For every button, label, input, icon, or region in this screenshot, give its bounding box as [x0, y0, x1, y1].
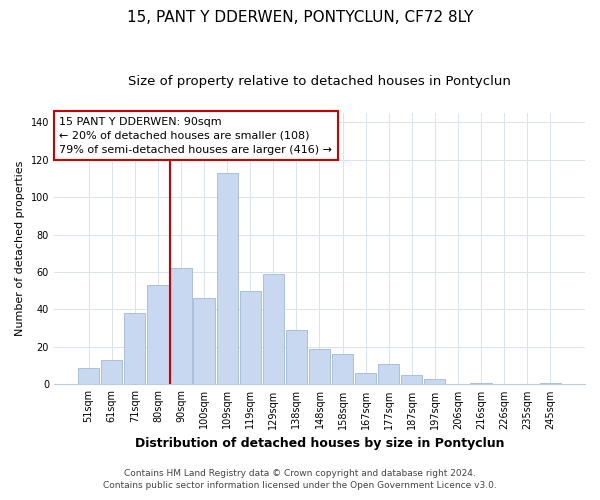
Bar	[239, 291, 261, 384]
X-axis label: Distribution of detached houses by size in Pontyclun: Distribution of detached houses by size …	[135, 437, 504, 450]
Bar	[124, 313, 145, 384]
Bar	[193, 298, 215, 384]
Bar	[78, 368, 99, 384]
Bar	[424, 379, 445, 384]
Bar	[101, 360, 122, 384]
Bar	[263, 274, 284, 384]
Bar	[401, 375, 422, 384]
Bar	[378, 364, 400, 384]
Bar	[539, 382, 561, 384]
Bar	[217, 172, 238, 384]
Bar	[170, 268, 191, 384]
Bar	[332, 354, 353, 384]
Text: 15, PANT Y DDERWEN, PONTYCLUN, CF72 8LY: 15, PANT Y DDERWEN, PONTYCLUN, CF72 8LY	[127, 10, 473, 25]
Bar	[470, 382, 491, 384]
Text: Contains HM Land Registry data © Crown copyright and database right 2024.
Contai: Contains HM Land Registry data © Crown c…	[103, 468, 497, 490]
Y-axis label: Number of detached properties: Number of detached properties	[15, 161, 25, 336]
Bar	[286, 330, 307, 384]
Bar	[147, 285, 169, 384]
Text: 15 PANT Y DDERWEN: 90sqm
← 20% of detached houses are smaller (108)
79% of semi-: 15 PANT Y DDERWEN: 90sqm ← 20% of detach…	[59, 117, 332, 155]
Bar	[355, 373, 376, 384]
Bar	[309, 349, 330, 384]
Title: Size of property relative to detached houses in Pontyclun: Size of property relative to detached ho…	[128, 75, 511, 88]
